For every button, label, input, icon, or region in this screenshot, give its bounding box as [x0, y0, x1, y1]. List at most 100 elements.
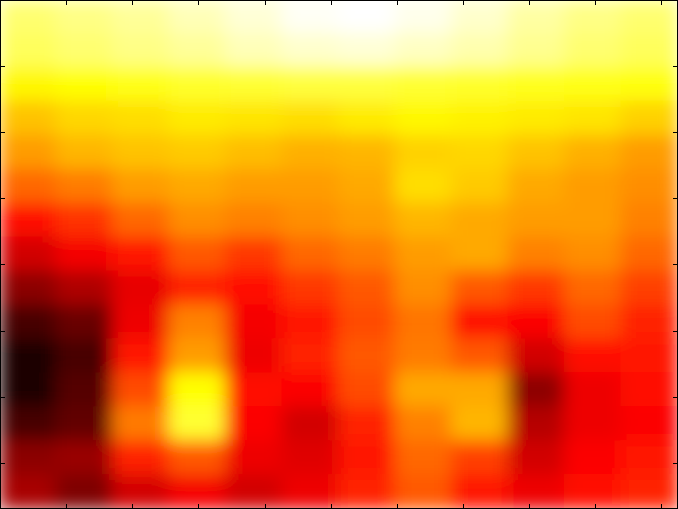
heatmap-cell — [508, 406, 567, 442]
heatmap-cell — [621, 474, 678, 509]
heatmap-cell — [508, 440, 567, 476]
heatmap-cell — [338, 169, 397, 205]
heatmap-cell — [169, 474, 228, 509]
heatmap-cell — [112, 203, 171, 239]
heatmap-cell — [621, 270, 678, 306]
heatmap-cell — [225, 406, 284, 442]
heatmap-cell — [508, 304, 567, 340]
heatmap-cell — [0, 474, 58, 509]
heatmap-cell — [56, 135, 115, 171]
heatmap-cell — [338, 33, 397, 69]
heatmap-cell — [508, 474, 567, 509]
heatmap-cell — [282, 33, 341, 69]
heatmap-cell — [112, 270, 171, 306]
heatmap-cell — [112, 67, 171, 103]
heatmap-cell — [395, 135, 454, 171]
heatmap-cell — [112, 440, 171, 476]
heatmap-cell — [564, 237, 623, 273]
heatmap-cell — [451, 33, 510, 69]
heatmap-cell — [282, 237, 341, 273]
heatmap-cell — [282, 304, 341, 340]
heatmap-cell — [112, 237, 171, 273]
heatmap-cell — [338, 270, 397, 306]
heatmap-cell — [338, 338, 397, 374]
heatmap-cell — [225, 440, 284, 476]
heatmap-cell — [508, 101, 567, 137]
heatmap-cell — [508, 169, 567, 205]
heatmap-cell — [338, 67, 397, 103]
heatmap-cell — [508, 270, 567, 306]
heatmap-cell — [621, 203, 678, 239]
heatmap-cell — [451, 304, 510, 340]
heatmap-cell — [0, 0, 58, 35]
heatmap-cell — [338, 372, 397, 408]
heatmap-cell — [338, 135, 397, 171]
heatmap-cell — [56, 33, 115, 69]
heatmap-cell — [56, 270, 115, 306]
heatmap-cell — [169, 440, 228, 476]
heatmap-cell — [451, 372, 510, 408]
heatmap-cell — [282, 203, 341, 239]
heatmap-cell — [338, 237, 397, 273]
heatmap-cell — [56, 304, 115, 340]
heatmap-cell — [621, 237, 678, 273]
heatmap-cell — [0, 237, 58, 273]
heatmap-cell — [395, 237, 454, 273]
heatmap-cell — [225, 0, 284, 35]
heatmap-cell — [451, 203, 510, 239]
heatmap-cell — [225, 372, 284, 408]
heatmap-cell — [621, 0, 678, 35]
heatmap-cell — [451, 0, 510, 35]
heatmap-cell — [621, 304, 678, 340]
heatmap-cell — [0, 440, 58, 476]
heatmap-cell — [225, 169, 284, 205]
heatmap-cell — [0, 135, 58, 171]
heatmap-cell — [564, 101, 623, 137]
heatmap-cell — [225, 101, 284, 137]
heatmap-cell — [508, 0, 567, 35]
heatmap-cell — [56, 237, 115, 273]
heatmap-cell — [225, 474, 284, 509]
heatmap-cell — [451, 406, 510, 442]
heatmap-cell — [169, 67, 228, 103]
heatmap-cell — [112, 474, 171, 509]
heatmap-cell — [0, 169, 58, 205]
heatmap-cell — [0, 338, 58, 374]
heatmap-cell — [282, 338, 341, 374]
heatmap-cell — [56, 474, 115, 509]
heatmap-cell — [282, 67, 341, 103]
heatmap-cell — [0, 67, 58, 103]
heatmap-cell — [451, 440, 510, 476]
heatmap-cell — [564, 135, 623, 171]
heatmap-cell — [451, 474, 510, 509]
heatmap-cell — [395, 406, 454, 442]
heatmap-cell — [621, 33, 678, 69]
heatmap-cell — [112, 101, 171, 137]
heatmap-cell — [0, 203, 58, 239]
heatmap-cell — [451, 237, 510, 273]
heatmap-cell — [169, 135, 228, 171]
heatmap-cell — [564, 474, 623, 509]
heatmap-cell — [56, 67, 115, 103]
heatmap-cell — [56, 372, 115, 408]
heatmap-cell — [508, 237, 567, 273]
heatmap-cell — [451, 67, 510, 103]
heatmap-cell — [564, 169, 623, 205]
heatmap-cell — [508, 338, 567, 374]
heatmap-cell — [564, 270, 623, 306]
heatmap-cell — [338, 474, 397, 509]
heatmap-cell — [56, 406, 115, 442]
heatmap-cell — [225, 135, 284, 171]
heatmap-cell — [395, 440, 454, 476]
heatmap-cell — [169, 0, 228, 35]
heatmap-cell — [395, 67, 454, 103]
heatmap-cell — [0, 101, 58, 137]
heatmap-cell — [225, 270, 284, 306]
heatmap-cell — [338, 304, 397, 340]
heatmap-cell — [169, 203, 228, 239]
heatmap-cell — [282, 474, 341, 509]
heatmap-cell — [282, 406, 341, 442]
